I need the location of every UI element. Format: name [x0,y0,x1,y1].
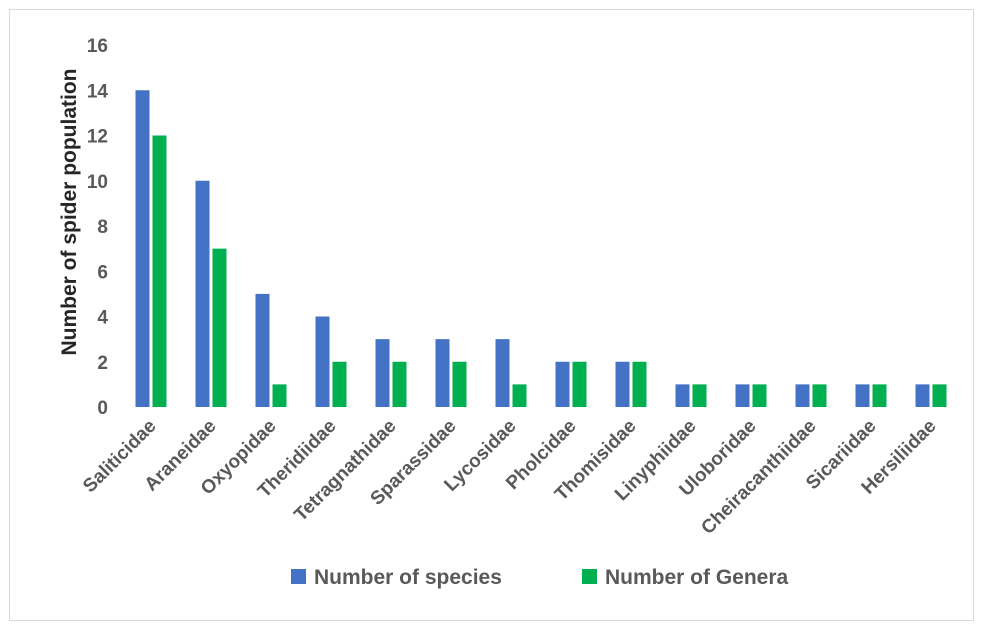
bar-species [795,384,810,407]
x-axis-categories: SaliticidaeAraneidaeOxyopidaeTheridiidae… [79,416,940,539]
y-tick-label: 10 [87,172,108,193]
bar-species [555,361,570,407]
bar-species [855,384,870,407]
legend-swatch-genera [582,569,597,584]
bar-genera [152,135,167,407]
y-tick-label: 16 [87,36,108,57]
y-axis-label: Number of spider population [58,69,81,356]
bar-species [375,339,390,407]
legend-label-genera: Number of Genera [605,566,789,589]
bar-species [315,316,330,407]
bar-genera [632,361,647,407]
bar-genera [212,248,227,407]
bar-genera [272,384,287,407]
bar-species [435,339,450,407]
y-axis-ticks: 0 2 4 6 8 10 12 14 16 [87,36,109,419]
bar-species [255,293,270,407]
y-tick-label: 8 [97,217,108,238]
y-tick-label: 14 [87,81,109,102]
bar-genera [752,384,767,407]
y-tick-label: 0 [97,398,108,419]
bar-genera [932,384,947,407]
bar-species [615,361,630,407]
legend-label-species: Number of species [314,566,502,589]
y-tick-label: 12 [87,127,108,148]
bar-species [675,384,690,407]
bar-genera [872,384,887,407]
bar-genera [452,361,467,407]
x-category-label: Tetragnathidae [290,416,400,526]
bar-genera [392,361,407,407]
y-tick-label: 6 [97,262,108,283]
bar-species [135,90,150,407]
bar-genera [332,361,347,407]
bar-species [915,384,930,407]
y-tick-label: 2 [97,353,108,374]
bar-genera [812,384,827,407]
legend: Number of species Number of Genera [291,566,789,589]
bar-species [195,180,210,407]
legend-swatch-species [291,569,306,584]
bars [135,90,947,407]
bar-genera [512,384,527,407]
bar-species [735,384,750,407]
bar-genera [692,384,707,407]
bar-species [495,339,510,407]
chart-frame [9,9,974,621]
y-tick-label: 4 [97,308,108,329]
x-category-label: Cheiracanthiidae [697,416,820,539]
bar-genera [572,361,587,407]
